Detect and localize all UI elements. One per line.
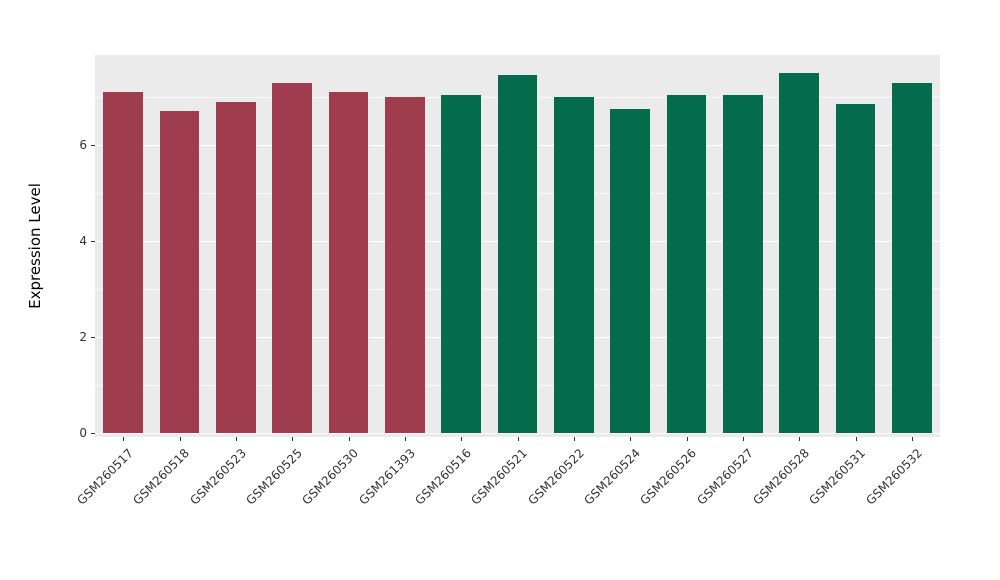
x-tick-label: GSM260516 [412,446,475,508]
y-axis-title: Expression Level [26,183,44,309]
x-tick-label: GSM260523 [187,446,249,508]
x-tick-label: GSM260527 [694,446,756,508]
x-tick-label: GSM260528 [750,446,813,508]
x-tick-mark [799,437,801,441]
x-tick-mark [573,437,575,441]
x-tick-mark [348,437,350,441]
bar [441,94,481,433]
y-tick-label: 6 [79,138,87,152]
y-tick-label: 4 [79,234,87,248]
bar [554,97,594,433]
x-tick-mark [235,437,237,441]
x-tick-label: GSM260531 [806,446,869,508]
bar [723,94,763,433]
x-tick-label: GSM260517 [74,446,137,508]
bar [610,109,650,433]
x-tick-label: GSM260530 [299,446,362,508]
y-tick-label: 2 [79,330,87,344]
x-tick-mark [855,437,857,441]
x-tick-mark [686,437,688,441]
x-tick-mark [179,437,181,441]
x-tick-mark [911,437,913,441]
y-tick-mark [91,241,95,242]
x-tick-label: GSM260524 [581,446,644,508]
x-tick-mark [742,437,744,441]
x-tick-label: GSM260525 [243,446,306,508]
x-tick-label: GSM260521 [468,446,531,508]
bar [328,92,369,433]
x-tick-mark [517,437,519,441]
y-tick-mark [91,145,95,146]
bar [835,104,876,433]
bar [497,75,538,433]
bar [666,94,707,433]
bar [272,82,312,433]
bar [216,101,256,433]
x-tick-label: GSM260526 [637,446,700,508]
plot-panel [95,55,940,437]
x-tick-label: GSM260522 [525,446,587,508]
bar [892,82,932,433]
x-tick-label: GSM260532 [863,446,925,508]
x-tick-mark [404,437,406,441]
y-tick-mark [91,433,95,434]
y-tick-label: 0 [79,426,87,440]
bar [779,73,819,433]
x-tick-mark [461,437,463,441]
x-tick-mark [123,437,125,441]
bar [385,97,425,433]
x-tick-label: GSM260518 [130,446,193,508]
x-tick-mark [292,437,294,441]
x-tick-mark [630,437,632,441]
gridline-major [95,433,940,434]
y-tick-mark [91,337,95,338]
bar [159,111,200,433]
bar [103,92,143,433]
x-tick-label: GSM261393 [356,446,418,508]
